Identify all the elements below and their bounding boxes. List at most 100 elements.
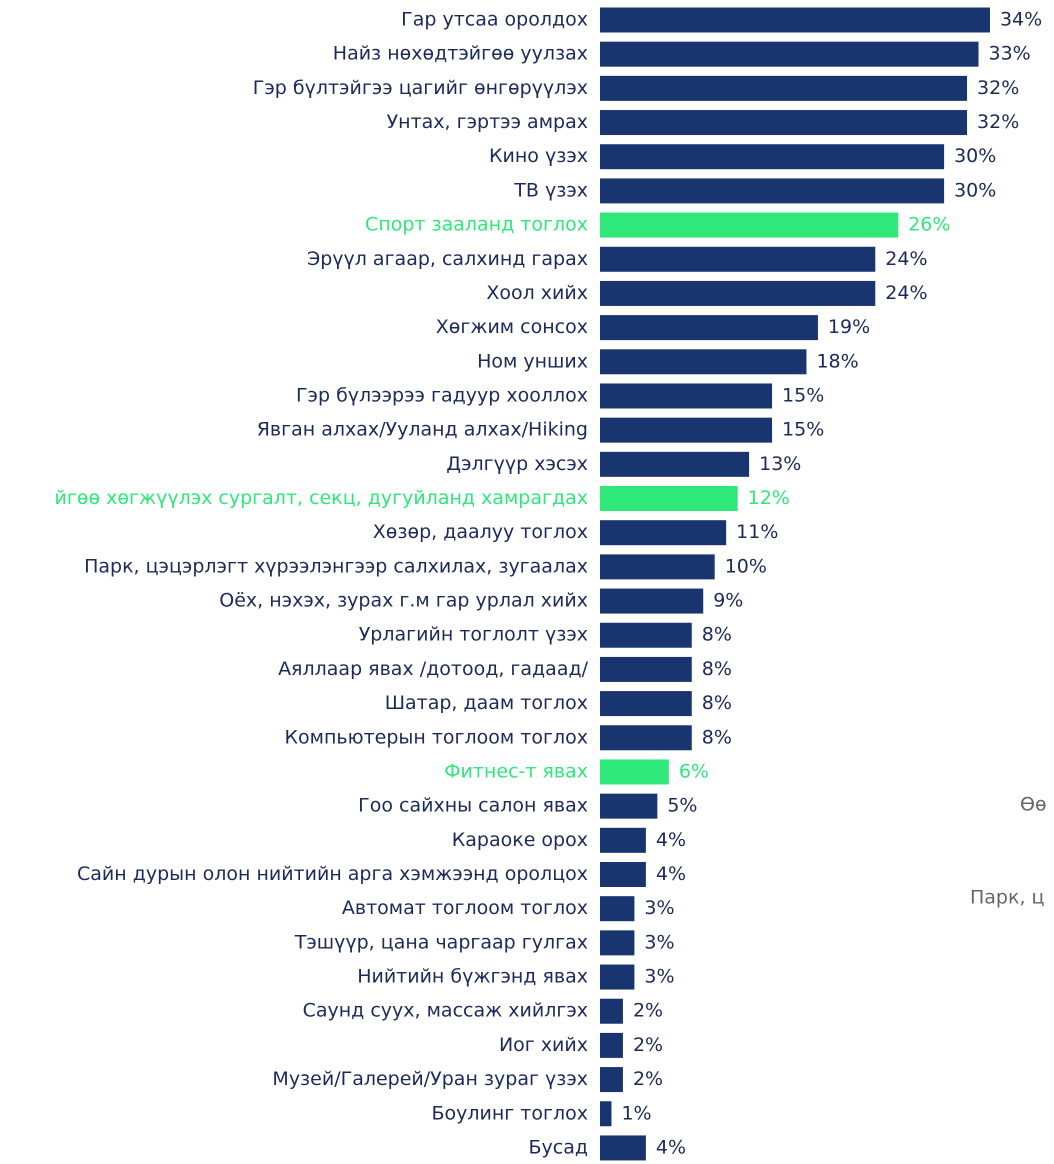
value-label: 32% <box>977 77 1019 99</box>
bar <box>600 7 990 33</box>
bar <box>600 896 635 922</box>
bar <box>600 349 807 375</box>
bar <box>600 451 750 477</box>
category-label: Шатар, даам тоглох <box>385 692 588 714</box>
value-label: 15% <box>782 384 824 406</box>
category-label: Саунд суух, массаж хийлгэх <box>303 1000 588 1022</box>
category-label: Гар утсаа оролдох <box>401 9 588 31</box>
category-label: Компьютерын тоглоом тоглох <box>285 726 588 748</box>
category-label: Парк, цэцэрлэгт хүрээлэнгээр салхилах, з… <box>84 555 588 577</box>
bar <box>600 759 669 785</box>
category-label: Эрүүл агаар, салхинд гарах <box>307 248 588 270</box>
value-label: 5% <box>667 795 697 817</box>
value-label: 2% <box>633 1034 663 1056</box>
bar <box>600 691 692 717</box>
value-label: 30% <box>954 145 996 167</box>
category-label: Музей/Галерей/Уран зураг үзэх <box>272 1068 588 1090</box>
bar <box>600 964 635 990</box>
value-label: 26% <box>908 214 950 236</box>
category-label: йгөө хөгжүүлэх сургалт, секц, дугуйланд … <box>55 487 589 509</box>
bar <box>600 144 945 170</box>
value-label: 8% <box>702 726 732 748</box>
value-label: 6% <box>679 760 709 782</box>
bar <box>600 486 738 512</box>
category-label: Тэшүүр, цана чаргаар гулгах <box>294 931 588 953</box>
category-label: Фитнес-т явах <box>444 760 588 782</box>
annotation: Парк, ц <box>970 887 1045 909</box>
bar <box>600 725 692 751</box>
value-label: 2% <box>633 1000 663 1022</box>
value-label: 15% <box>782 419 824 441</box>
category-label: Боулинг тоглох <box>431 1102 588 1124</box>
value-label: 33% <box>989 43 1031 65</box>
value-label: 8% <box>702 692 732 714</box>
value-label: 4% <box>656 1136 686 1158</box>
value-label: 1% <box>621 1102 651 1124</box>
category-label: Гоо сайхны салон явах <box>358 795 588 817</box>
bar <box>600 1135 646 1161</box>
bar <box>600 246 876 272</box>
value-label: 2% <box>633 1068 663 1090</box>
bar <box>600 930 635 956</box>
annotation: Өө <box>1020 794 1047 816</box>
category-label: Караоке орох <box>452 829 588 851</box>
bar <box>600 1101 612 1127</box>
bar <box>600 520 727 546</box>
value-label: 3% <box>644 966 674 988</box>
category-label: Аяллаар явах /дотоод, гадаад/ <box>278 658 589 680</box>
value-label: 9% <box>713 590 743 612</box>
category-label: Сайн дурын олон нийтийн арга хэмжээнд ор… <box>77 863 588 885</box>
bar <box>600 554 715 580</box>
value-label: 8% <box>702 624 732 646</box>
category-label: Спорт зааланд тоглох <box>365 214 588 236</box>
value-label: 34% <box>1000 9 1042 31</box>
value-label: 13% <box>759 453 801 475</box>
category-label: Нийтийн бүжгэнд явах <box>357 966 588 988</box>
category-label: Дэлгүүр хэсэх <box>446 453 588 475</box>
category-label: Гэр бүлээрээ гадуур хооллох <box>296 384 588 406</box>
bar <box>600 383 773 409</box>
value-label: 24% <box>885 282 927 304</box>
bar <box>600 1067 623 1093</box>
value-label: 3% <box>644 897 674 919</box>
category-label: Хөгжим сонсох <box>436 316 588 338</box>
value-label: 18% <box>816 350 858 372</box>
bar <box>600 998 623 1024</box>
category-label: Гэр бүлтэйгээ цагийг өнгөрүүлэх <box>253 77 588 99</box>
value-label: 4% <box>656 829 686 851</box>
category-label: Хөзөр, даалуу тоглох <box>373 521 588 543</box>
bar <box>600 656 692 682</box>
bar <box>600 588 704 614</box>
value-label: 30% <box>954 179 996 201</box>
bar <box>600 75 968 101</box>
value-label: 10% <box>725 555 767 577</box>
bar <box>600 110 968 136</box>
bar <box>600 41 979 67</box>
category-label: Оёх, нэхэх, зурах г.м гар урлал хийх <box>219 590 588 612</box>
bar <box>600 1032 623 1058</box>
category-label: Унтах, гэртээ амрах <box>387 111 588 133</box>
category-label: Явган алхах/Ууланд алхах/Hiking <box>257 419 588 441</box>
value-label: 8% <box>702 658 732 680</box>
category-label: Хоол хийх <box>486 282 588 304</box>
category-label: Ном унших <box>477 350 588 372</box>
bar <box>600 212 899 238</box>
bar <box>600 417 773 443</box>
category-label: ТВ үзэх <box>513 179 588 201</box>
value-label: 19% <box>828 316 870 338</box>
category-label: Бусад <box>528 1136 588 1158</box>
bar <box>600 315 818 341</box>
category-label: Урлагийн тоглолт үзэх <box>359 624 588 646</box>
category-label: Найз нөхөдтэйгөө уулзах <box>333 43 588 65</box>
bar <box>600 793 658 819</box>
bar <box>600 622 692 648</box>
category-label: Иог хийх <box>499 1034 588 1056</box>
value-label: 4% <box>656 863 686 885</box>
category-label: Автомат тоглоом тоглох <box>342 897 588 919</box>
value-label: 32% <box>977 111 1019 133</box>
value-label: 24% <box>885 248 927 270</box>
category-label: Кино үзэх <box>489 145 588 167</box>
value-label: 3% <box>644 931 674 953</box>
bar <box>600 280 876 306</box>
